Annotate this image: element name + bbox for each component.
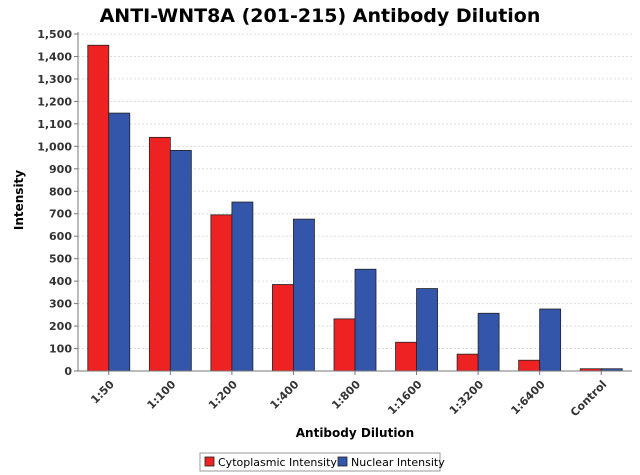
y-axis-ticks: 0 100 200 300 400 500 600 700 800 900 1,000 1,100 1,… bbox=[37, 28, 78, 378]
bar-cytoplasmic bbox=[272, 284, 294, 372]
x-tick-label: 1:800 bbox=[329, 378, 363, 412]
legend-box bbox=[199, 452, 441, 472]
x-tick-label: 1:6400 bbox=[508, 378, 548, 418]
y-tick-label: 500 bbox=[49, 253, 72, 266]
bar-nuclear bbox=[354, 268, 377, 372]
legend-label: Nuclear Intensity bbox=[351, 456, 445, 469]
y-tick-label: 900 bbox=[49, 163, 72, 176]
y-tick-label: 100 bbox=[49, 343, 72, 356]
bar-nuclear bbox=[108, 112, 131, 372]
y-tick-label: 1,500 bbox=[37, 28, 72, 41]
y-tick-label: 200 bbox=[49, 320, 72, 333]
bar-cytoplasmic bbox=[87, 44, 110, 372]
y-tick-label: 0 bbox=[64, 365, 72, 378]
bar-nuclear bbox=[169, 149, 192, 372]
y-tick-label: 600 bbox=[49, 230, 72, 243]
x-tick-label: 1:50 bbox=[88, 378, 117, 407]
x-tick-label: Control bbox=[568, 378, 609, 419]
y-tick-label: 1,400 bbox=[37, 50, 72, 63]
y-axis-title: Intensity bbox=[12, 170, 26, 230]
y-tick-label: 1,200 bbox=[37, 95, 72, 108]
bar-cytoplasmic bbox=[210, 214, 233, 372]
bar-nuclear bbox=[416, 288, 438, 372]
x-tick-label: 1:100 bbox=[145, 378, 179, 412]
x-tick-label: 1:400 bbox=[268, 378, 302, 412]
bar-cytoplasmic bbox=[518, 359, 541, 372]
y-tick-label: 800 bbox=[49, 185, 72, 198]
legend-label: Cytoplasmic Intensity bbox=[218, 456, 337, 469]
x-axis-ticks: 1:50 1:100 1:200 1:400 1:800 1:1600 1:3200 1:64… bbox=[88, 371, 609, 419]
bar-nuclear bbox=[231, 201, 254, 372]
y-tick-label: 400 bbox=[49, 275, 72, 288]
x-tick-label: 1:3200 bbox=[447, 378, 487, 418]
x-tick-label: 1:1600 bbox=[385, 378, 425, 418]
bar-nuclear bbox=[293, 218, 315, 372]
bar-cytoplasmic bbox=[148, 136, 171, 372]
y-tick-label: 1,100 bbox=[37, 118, 72, 131]
bars bbox=[87, 44, 623, 372]
x-tick-label: 1:200 bbox=[206, 378, 240, 412]
legend-swatch bbox=[204, 456, 215, 467]
bar-cytoplasmic bbox=[456, 353, 479, 372]
y-tick-label: 700 bbox=[49, 208, 72, 221]
bar-cytoplasmic bbox=[395, 341, 417, 372]
chart-title: ANTI-WNT8A (201-215) Antibody Dilution bbox=[100, 5, 541, 27]
y-tick-label: 300 bbox=[49, 298, 72, 311]
bar-cytoplasmic bbox=[333, 318, 356, 372]
y-tick-label: 1,000 bbox=[37, 140, 72, 153]
legend-swatch bbox=[337, 456, 348, 467]
bar-nuclear bbox=[477, 312, 500, 372]
x-axis-title: Antibody Dilution bbox=[296, 426, 414, 440]
bar-nuclear bbox=[539, 308, 562, 372]
y-tick-label: 1,300 bbox=[37, 73, 72, 86]
legend: Cytoplasmic Intensity Nuclear Intensity bbox=[199, 452, 445, 472]
